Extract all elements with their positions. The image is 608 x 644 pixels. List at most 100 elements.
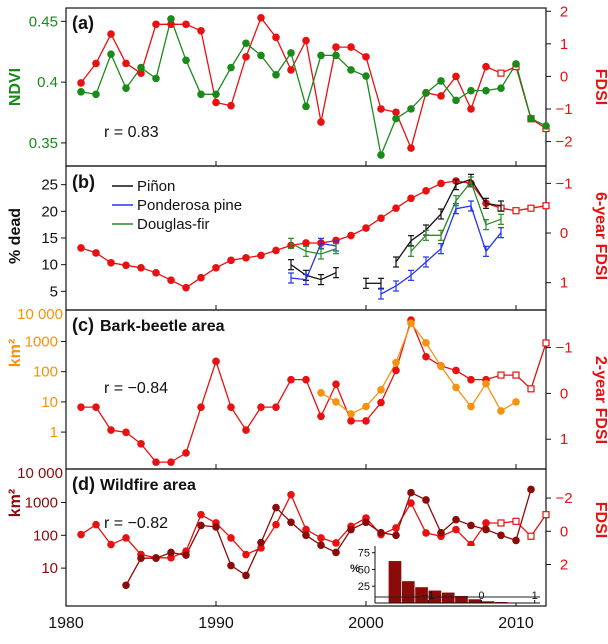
ndvi-axis-label: NDVI <box>7 68 24 106</box>
km2-axis-label: km² <box>7 339 24 367</box>
right-tick-label: −2 <box>555 490 572 507</box>
bark-beetle-point <box>362 402 370 411</box>
bark-beetle-point <box>407 319 415 328</box>
fdsi-point <box>92 403 100 411</box>
fdsi-point <box>182 449 190 457</box>
wildfire-point <box>527 485 535 494</box>
fdsi-point <box>287 66 295 74</box>
ndvi-point <box>257 51 265 60</box>
inset-y-tick-label: 25 <box>358 581 370 593</box>
fdsi-point <box>242 550 250 559</box>
fdsi-axis-label: FDSI <box>592 69 608 105</box>
right-tick-label: 0 <box>560 225 568 242</box>
fdsi-point <box>527 204 535 212</box>
fdsi-point <box>467 105 475 113</box>
fdsi-point <box>167 276 175 285</box>
wildfire-point <box>497 531 505 540</box>
right-tick-label: −1 <box>555 340 572 357</box>
fdsi-point <box>272 33 280 42</box>
fdsi-point <box>152 268 160 277</box>
fdsi-point <box>437 179 445 188</box>
ndvi-point <box>512 60 520 68</box>
x-tick-label: 2010 <box>498 615 534 632</box>
wildfire-point <box>152 554 160 563</box>
wildfire-point <box>212 523 220 531</box>
bark-beetle-point <box>497 407 505 415</box>
left-tick-label: 10 000 <box>17 465 63 482</box>
fdsi-point <box>122 59 130 68</box>
fdsi-point <box>137 69 145 77</box>
ndvi-point <box>332 51 340 60</box>
fdsi-point <box>122 428 130 437</box>
left-tick-label: 1000 <box>25 495 58 512</box>
fdsi-point <box>152 20 160 29</box>
fdsi-point <box>332 539 340 547</box>
legend-entry: Douglas-fir <box>137 216 210 233</box>
fdsi-point <box>167 458 175 466</box>
fdsi-point <box>542 339 550 347</box>
bark-beetle-point <box>317 388 325 397</box>
fdsi-point <box>212 357 220 366</box>
fdsi-point <box>287 490 295 499</box>
fdsi-point <box>452 366 460 375</box>
ndvi-point <box>107 50 115 58</box>
fdsi-point <box>347 43 355 51</box>
fdsi-point <box>107 426 115 434</box>
ndvi-point <box>347 66 355 74</box>
fdsi-point <box>422 529 430 537</box>
ndvi-point <box>272 71 280 79</box>
left-tick-label: 0.4 <box>37 74 58 91</box>
pinon-line <box>395 178 502 263</box>
fdsi-point <box>422 187 430 195</box>
right-tick-label: −1 <box>555 175 572 192</box>
fdsi-point <box>227 403 235 411</box>
wildfire-point <box>362 518 370 527</box>
fdsi-point <box>92 59 100 68</box>
wildfire-point <box>122 581 130 590</box>
wildfire-point <box>452 515 460 524</box>
fdsi-point <box>392 524 400 532</box>
fdsi-point <box>302 525 310 534</box>
ndvi-point <box>407 105 415 113</box>
ndvi-point <box>437 77 445 85</box>
fdsi-point <box>182 283 190 292</box>
bark-beetle-point <box>482 379 490 388</box>
bark-beetle-point <box>392 358 400 367</box>
fdsi-point <box>437 92 445 100</box>
ndvi-point <box>77 88 85 96</box>
fdsi-point <box>137 439 145 448</box>
right-tick-label: 1 <box>560 275 568 292</box>
ndvi-point <box>287 49 295 57</box>
wildfire-point <box>347 525 355 534</box>
inset-y-tick-label: 50 <box>358 564 370 576</box>
fdsi-point <box>272 246 280 255</box>
two-year-fdsi-axis-label: 2-year FDSI <box>592 356 608 444</box>
fdsi-point <box>497 371 505 379</box>
fdsi-point <box>242 426 250 434</box>
panel-label: (b) <box>72 172 95 192</box>
ndvi-point <box>422 89 430 97</box>
fdsi-point <box>257 403 265 411</box>
ponderosa-line <box>290 242 337 281</box>
fdsi-point <box>107 30 115 38</box>
wildfire-point <box>332 548 340 557</box>
fdsi-point <box>257 13 265 22</box>
left-tick-label: 100 <box>33 364 58 381</box>
ndvi-point <box>467 86 475 95</box>
left-tick-label: 10 <box>41 257 58 274</box>
fdsi-axis-label: FDSI <box>592 502 608 538</box>
left-tick-label: 0.35 <box>29 135 58 152</box>
fdsi-point <box>287 375 295 384</box>
ndvi-point <box>302 102 310 111</box>
correlation-annotation: r = −0.82 <box>104 515 168 532</box>
fdsi-point <box>197 403 205 411</box>
fdsi-point <box>197 510 205 519</box>
inset-x-tick-label: −1 <box>422 590 435 602</box>
fdsi-point <box>302 239 310 247</box>
ndvi-point <box>212 90 220 99</box>
fdsi-point <box>452 72 460 81</box>
fdsi-point <box>407 194 415 203</box>
fdsi-point <box>362 224 370 232</box>
fdsi-point <box>257 544 265 552</box>
inset-y-label: % <box>350 563 360 575</box>
